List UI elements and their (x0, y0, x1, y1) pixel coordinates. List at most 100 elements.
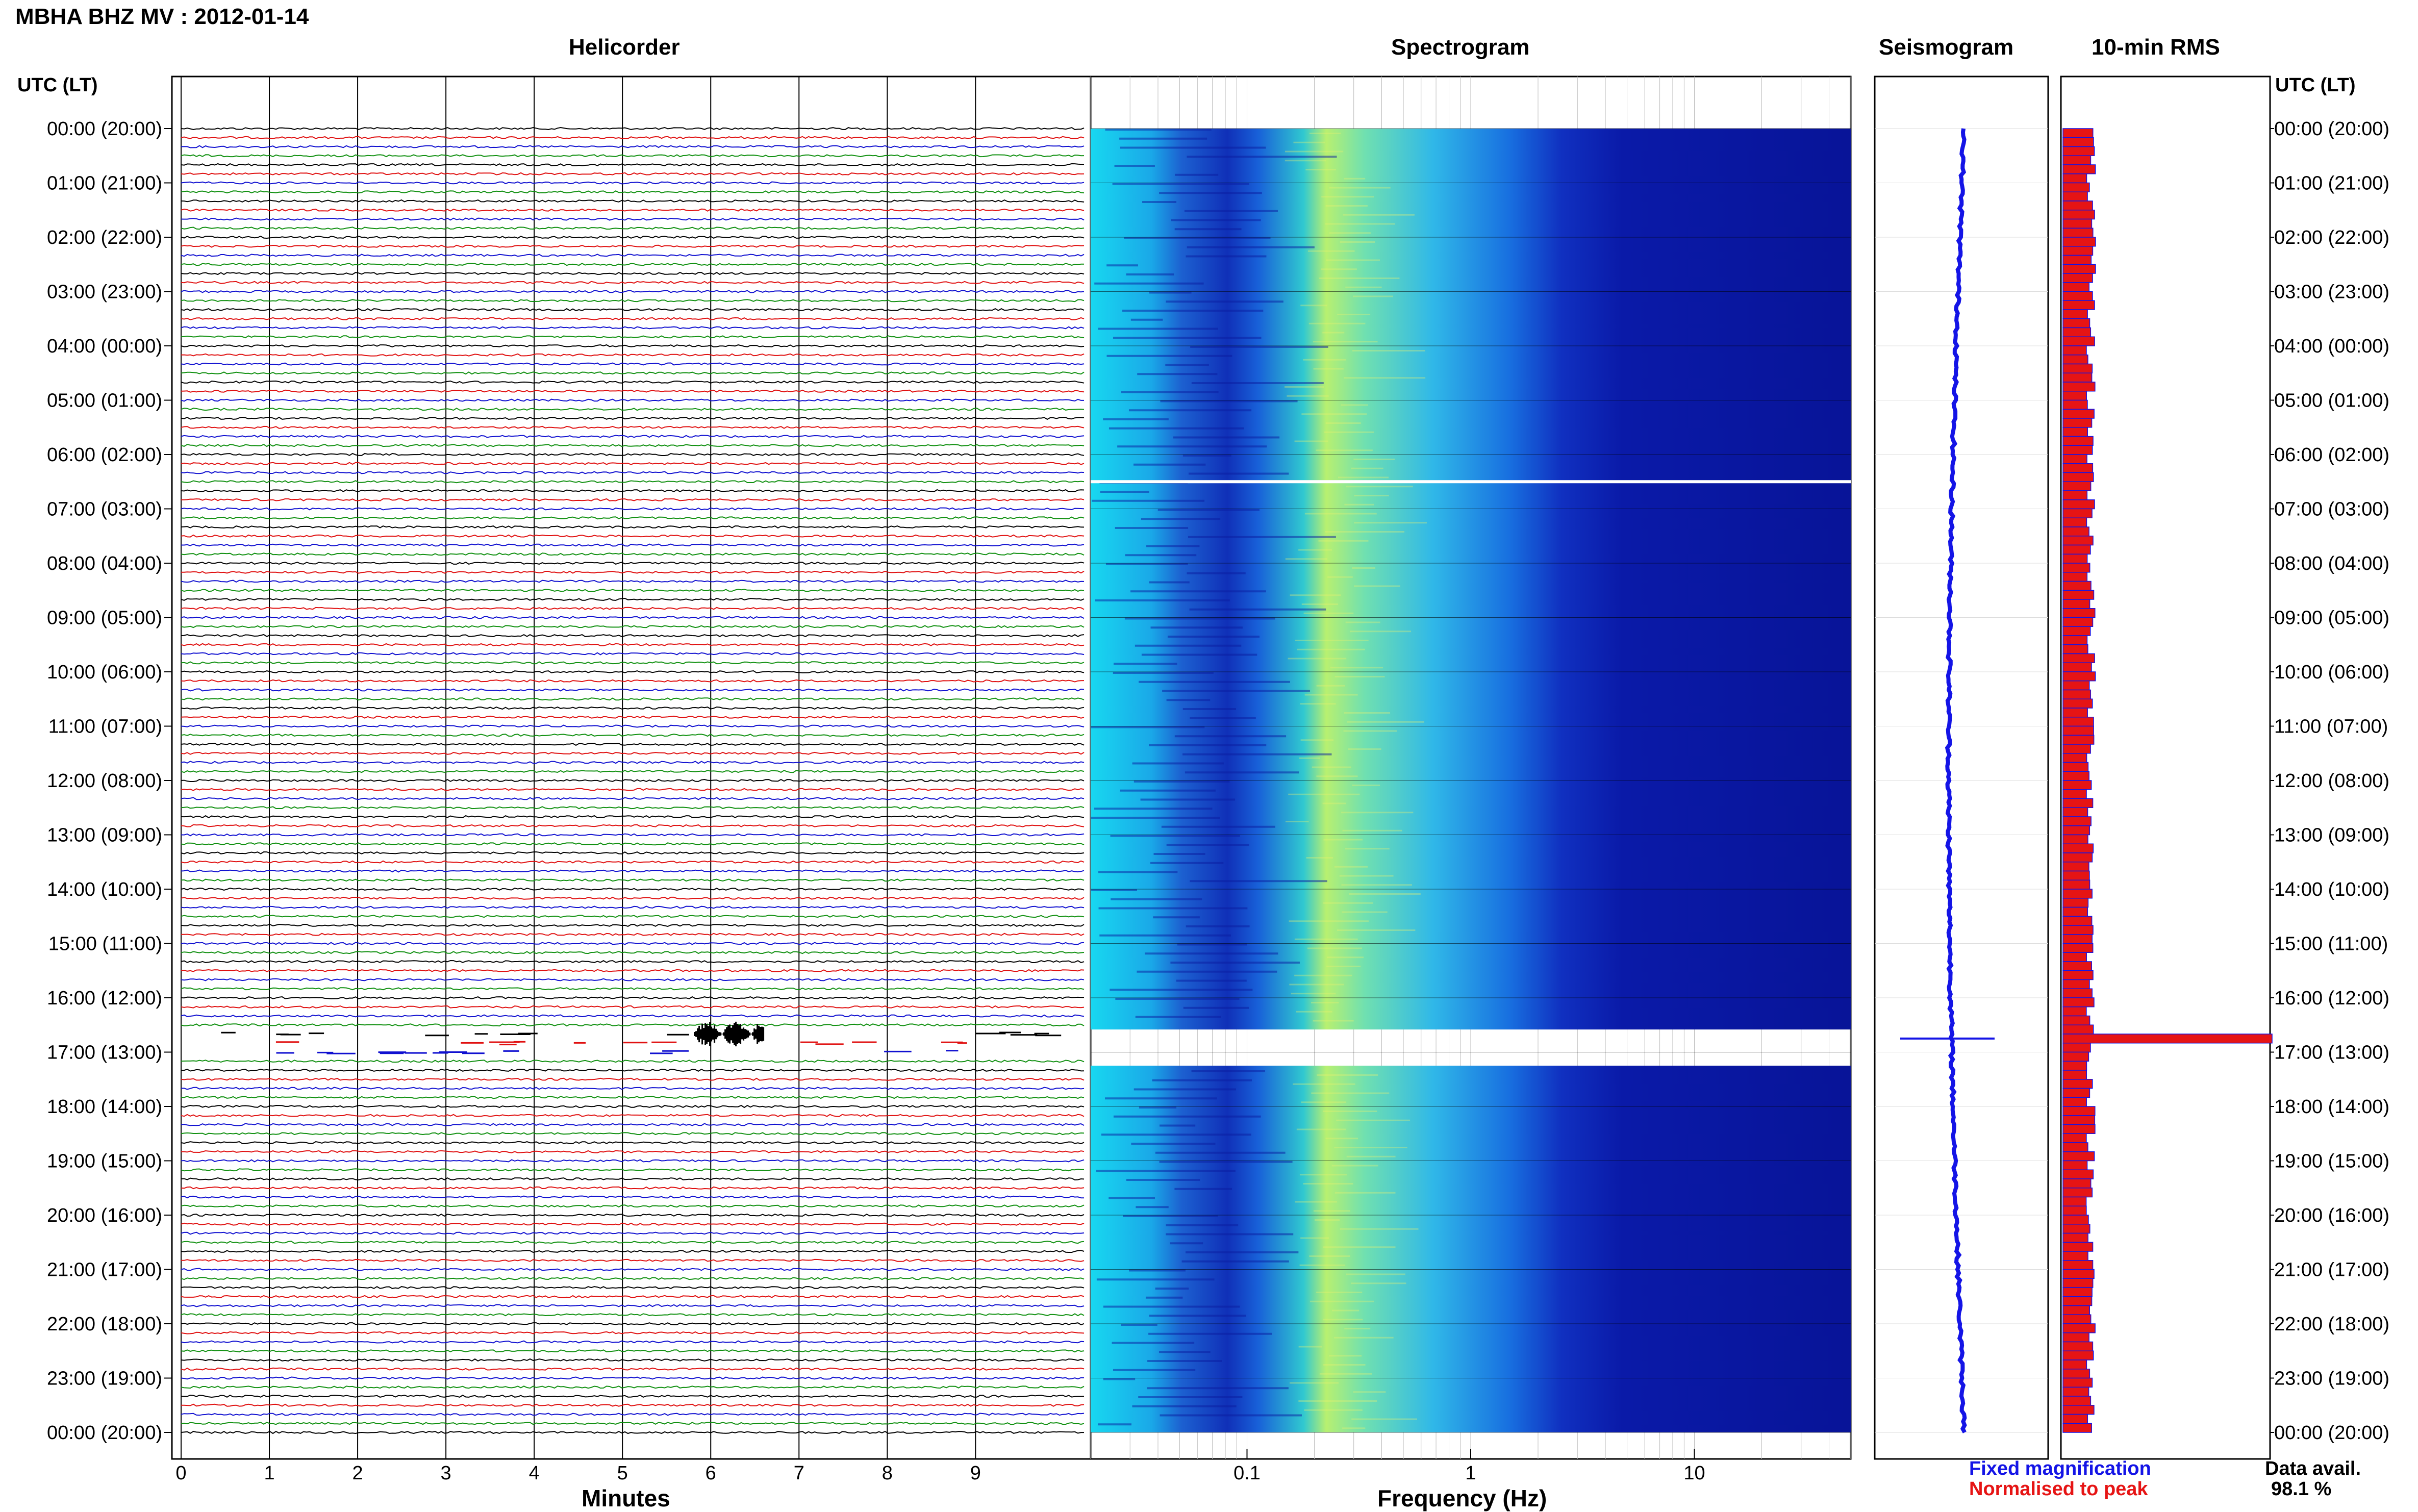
helicorder-trace (181, 208, 1085, 212)
spectrogram-row-streak (1187, 572, 1246, 574)
rms-bar (2062, 237, 2096, 247)
rms-bar (2062, 490, 2088, 500)
rms-bar (2062, 1079, 2093, 1089)
rms-bar (2062, 436, 2094, 446)
rms-bar (2062, 327, 2092, 337)
spectrogram-row-streak (1326, 259, 1380, 261)
spectrogram-row-streak (1187, 156, 1337, 158)
time-tick-label-left: 20:00 (16:00) (47, 1205, 162, 1226)
rms-bar (2062, 780, 2092, 790)
helicorder-trace (181, 1123, 1085, 1126)
rms-bar (2062, 608, 2096, 618)
helicorder-trace (181, 1060, 1085, 1063)
helicorder-trace (181, 751, 1085, 755)
spectrogram-row-streak (1145, 1296, 1183, 1299)
spectrogram-row-streak (1130, 590, 1266, 593)
spectrogram-row-streak (1323, 902, 1373, 904)
spectrogram-row-streak (1159, 192, 1262, 194)
helicorder-trace (181, 570, 1085, 574)
helicorder-trace (181, 1430, 1084, 1434)
spectrogram-row-streak (1137, 373, 1218, 375)
spectrogram-row-streak (1352, 567, 1375, 569)
spectrogram-row-streak (1191, 1070, 1265, 1072)
spectrogram-row-streak (1307, 250, 1355, 252)
spectrogram-row-streak (1332, 1309, 1359, 1312)
spectrogram-row-streak (1126, 1179, 1200, 1181)
helicorder-trace (181, 1249, 1085, 1253)
spectrogram-row-streak (1284, 386, 1324, 388)
spectrogram-row-streak (1147, 1387, 1289, 1390)
time-tick-label-right: 18:00 (14:00) (2274, 1096, 2389, 1118)
spectrogram-row-streak (1098, 1423, 1131, 1426)
rms-bar (2062, 807, 2088, 817)
helicorder-trace (181, 335, 1085, 339)
spectrogram-row-streak (1325, 422, 1361, 424)
spectrogram-row-streak (1153, 916, 1200, 919)
helicorder-trace (181, 534, 1085, 538)
spectrogram-row-streak (1299, 1174, 1347, 1176)
helicorder-trace (181, 1304, 1085, 1307)
spectrogram-row-streak (1354, 585, 1400, 587)
spectrogram-row-streak (1123, 1215, 1218, 1217)
spectrogram-row-streak (1109, 1197, 1155, 1199)
spectrogram-row-streak (1334, 1147, 1407, 1148)
rms-bar (2062, 1188, 2093, 1198)
spectrogram-row-streak (1186, 925, 1250, 927)
spectrogram-row-streak (1313, 1210, 1351, 1212)
helicorder-trace (181, 597, 1085, 601)
spectrogram-row-streak (1300, 703, 1336, 705)
rms-bar (2062, 1097, 2087, 1107)
helicorder-x-tick-label: 3 (441, 1463, 451, 1484)
helicorder-trace (181, 806, 1085, 810)
spectrogram-row-streak (1113, 1115, 1261, 1118)
time-tick-label-left: 08:00 (04:00) (47, 553, 162, 574)
data-avail-label: Data avail. (2265, 1458, 2361, 1479)
rms-bar (2062, 635, 2088, 645)
spectrogram-row-streak (1188, 472, 1289, 475)
spectrogram-row-streak (1323, 1364, 1366, 1366)
helicorder-trace (181, 770, 1085, 773)
spectrogram-row-streak (1098, 327, 1218, 330)
spectrogram-row-streak (1141, 653, 1257, 656)
helicorder-trace (181, 1340, 1085, 1344)
spectrogram-row-streak (1174, 228, 1242, 231)
rms-bar (2062, 1314, 2092, 1324)
rms-bar (2062, 626, 2091, 636)
rms-bar (2062, 282, 2090, 292)
spectrogram-row-streak (1173, 436, 1280, 439)
spectrogram-row-streak (1114, 165, 1155, 167)
helicorder-trace (181, 561, 1085, 565)
spectrogram-row-streak (1343, 214, 1415, 216)
rms-bar (2062, 789, 2087, 799)
spectrogram-row-streak (1130, 318, 1163, 321)
helicorder-trace (181, 543, 1085, 547)
spectrogram-row-streak (1294, 974, 1352, 976)
rms-bar (2062, 934, 2093, 944)
rms-bar (2062, 735, 2095, 745)
spectrogram-row-streak (1305, 169, 1337, 170)
spectrogram-row-streak (1147, 1360, 1222, 1362)
rms-bar (2062, 898, 2089, 908)
rms-bar (2062, 725, 2094, 736)
spectrogram-row-streak (1344, 712, 1390, 714)
spectrogram-row-streak (1290, 1382, 1339, 1384)
rms-bar (2062, 834, 2088, 844)
helicorder-trace (181, 1367, 1085, 1371)
rms-bar (2062, 345, 2087, 356)
spectrogram-row-streak (1106, 355, 1232, 357)
time-tick-label-left: 00:00 (20:00) (47, 1422, 162, 1444)
helicorder-trace (181, 824, 1085, 827)
time-tick-label-right: 23:00 (19:00) (2274, 1368, 2389, 1390)
spectrogram-row-streak (1166, 300, 1283, 303)
time-tick-label-right: 05:00 (01:00) (2274, 390, 2389, 412)
rms-bar (2062, 1142, 2088, 1152)
rms-bar (2062, 1269, 2095, 1279)
spectrogram-row-streak (1316, 775, 1358, 777)
spectrogram-row-streak (1150, 862, 1224, 864)
rms-bar (2062, 418, 2093, 428)
rms-bar (2062, 753, 2087, 763)
helicorder-trace (181, 933, 1085, 936)
spectrogram-row-streak (1181, 1260, 1289, 1263)
rms-bar (2062, 717, 2094, 727)
